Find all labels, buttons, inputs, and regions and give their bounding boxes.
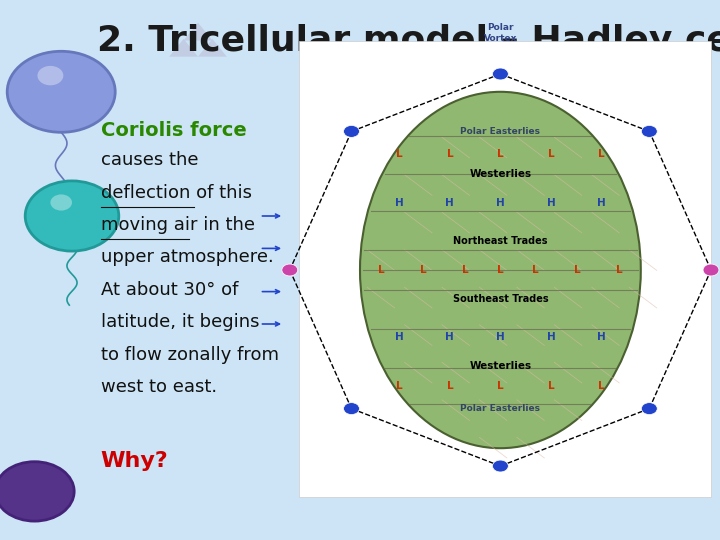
Polygon shape <box>169 39 198 57</box>
Text: H: H <box>496 198 505 208</box>
Circle shape <box>7 51 115 132</box>
Polygon shape <box>58 200 86 221</box>
Circle shape <box>25 181 119 251</box>
Text: Northeast Trades: Northeast Trades <box>453 235 548 246</box>
Text: 2. Tricellular model – Hadley cell: 2. Tricellular model – Hadley cell <box>97 24 720 58</box>
Text: Westerlies: Westerlies <box>469 361 531 371</box>
Text: causes the: causes the <box>101 151 198 169</box>
Text: H: H <box>446 332 454 342</box>
Text: L: L <box>378 265 384 275</box>
Circle shape <box>50 194 72 211</box>
Circle shape <box>703 264 719 276</box>
Text: latitude, it begins: latitude, it begins <box>101 313 259 331</box>
Text: Southeast Trades: Southeast Trades <box>453 294 548 305</box>
Circle shape <box>642 403 657 415</box>
Text: to flow zonally from: to flow zonally from <box>101 346 279 363</box>
Text: L: L <box>462 265 469 275</box>
Text: H: H <box>597 332 606 342</box>
Text: L: L <box>497 381 504 391</box>
Polygon shape <box>184 23 212 40</box>
Text: Westerlies: Westerlies <box>469 169 531 179</box>
Text: L: L <box>497 149 504 159</box>
Text: H: H <box>546 332 555 342</box>
Text: upper atmosphere.: upper atmosphere. <box>101 248 274 266</box>
Text: L: L <box>598 149 605 159</box>
Circle shape <box>492 68 508 80</box>
Text: L: L <box>598 381 605 391</box>
Text: H: H <box>496 332 505 342</box>
Text: H: H <box>546 198 555 208</box>
Text: L: L <box>575 265 581 275</box>
Text: H: H <box>597 198 606 208</box>
Text: Coriolis force: Coriolis force <box>101 122 246 140</box>
Circle shape <box>343 403 359 415</box>
Text: L: L <box>420 265 426 275</box>
Text: L: L <box>446 381 453 391</box>
Text: L: L <box>396 381 402 391</box>
Polygon shape <box>72 216 101 238</box>
Text: H: H <box>446 198 454 208</box>
Circle shape <box>37 66 63 85</box>
Text: L: L <box>446 149 453 159</box>
Circle shape <box>492 460 508 472</box>
Circle shape <box>642 125 657 137</box>
Text: deflection of this: deflection of this <box>101 184 252 201</box>
Text: Polar
Vortex: Polar Vortex <box>484 23 517 43</box>
Text: Why?: Why? <box>101 451 168 471</box>
Text: Polar Easterlies: Polar Easterlies <box>460 403 541 413</box>
Text: L: L <box>616 265 623 275</box>
Circle shape <box>343 125 359 137</box>
Text: L: L <box>497 265 504 275</box>
Text: Polar Easterlies: Polar Easterlies <box>460 127 541 137</box>
Polygon shape <box>198 39 227 57</box>
Text: L: L <box>532 265 539 275</box>
Text: L: L <box>548 381 554 391</box>
Circle shape <box>282 264 298 276</box>
Text: At about 30° of: At about 30° of <box>101 281 238 299</box>
Text: L: L <box>396 149 402 159</box>
Text: H: H <box>395 198 404 208</box>
FancyBboxPatch shape <box>299 40 711 497</box>
Circle shape <box>0 462 74 521</box>
Text: west to east.: west to east. <box>101 378 217 396</box>
Text: H: H <box>395 332 404 342</box>
Text: L: L <box>548 149 554 159</box>
Text: moving air in the: moving air in the <box>101 216 255 234</box>
Ellipse shape <box>360 92 641 448</box>
